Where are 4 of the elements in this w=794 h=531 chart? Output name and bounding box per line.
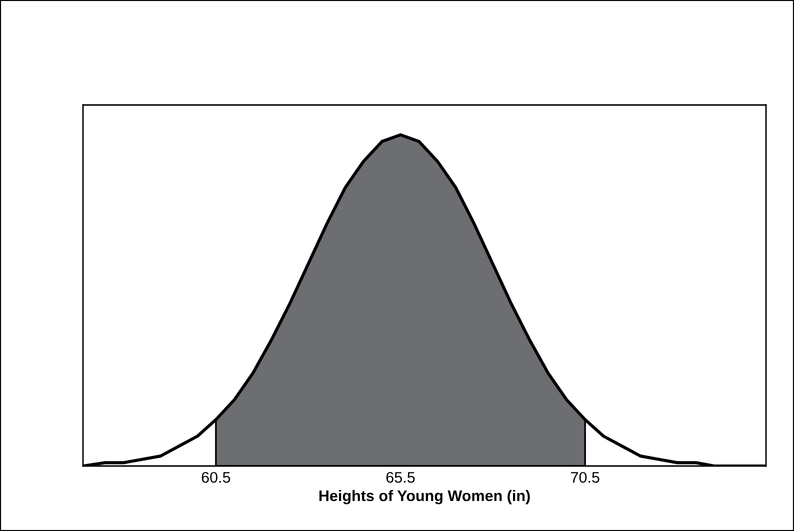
- x-tick-label: 70.5: [571, 472, 600, 483]
- x-tick-label: 65.5: [386, 472, 415, 483]
- x-axis-title: Heights of Young Women (in): [319, 490, 530, 504]
- x-tick-label: 60.5: [202, 472, 230, 483]
